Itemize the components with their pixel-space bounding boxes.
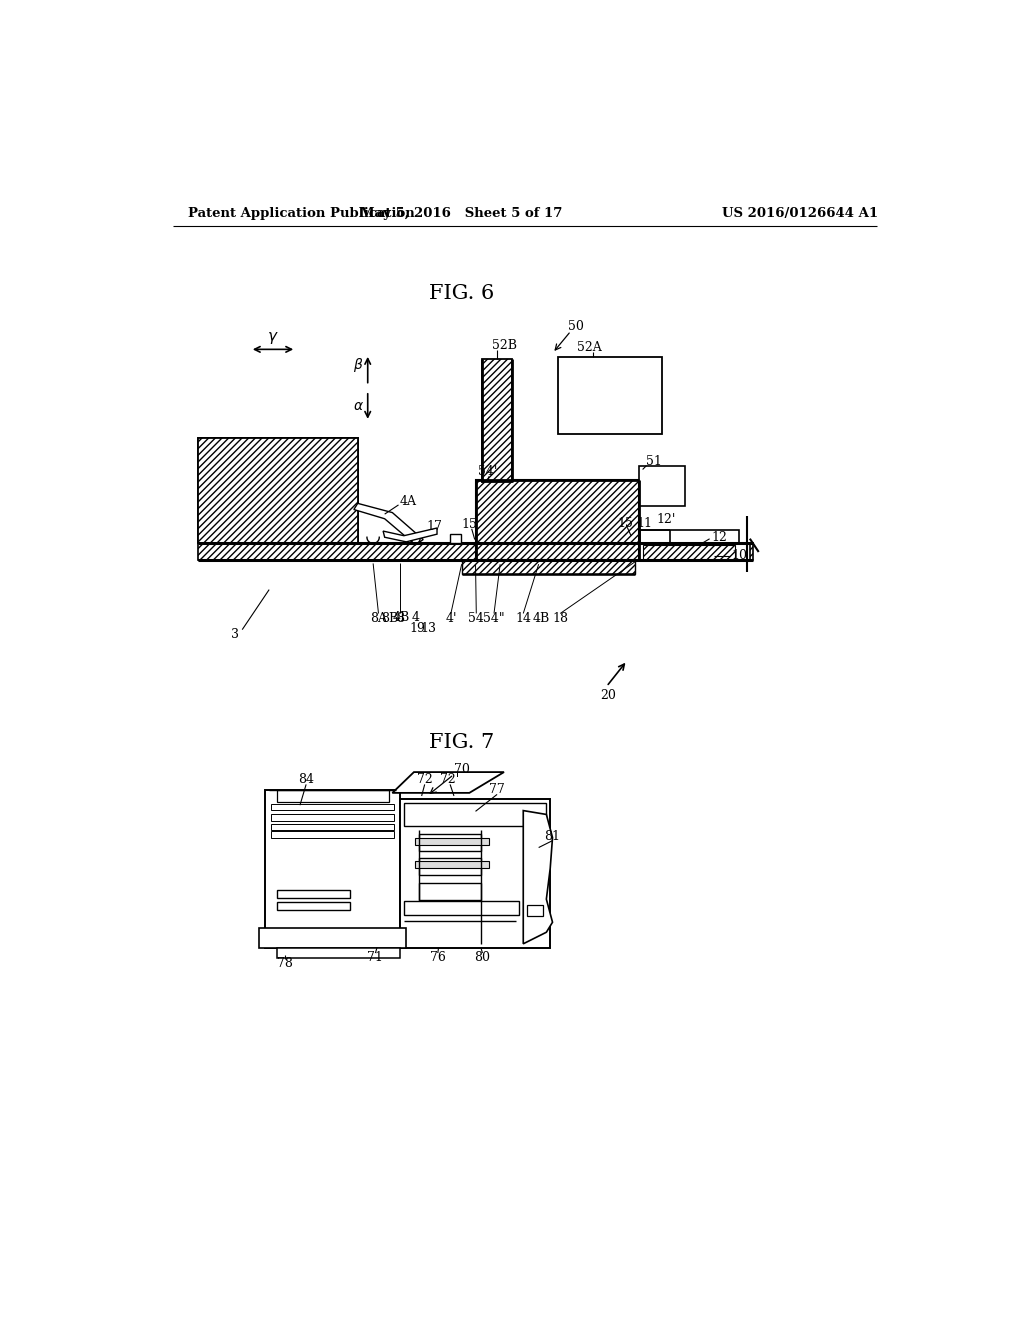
Text: 78: 78 xyxy=(276,957,293,970)
Text: 72: 72 xyxy=(417,774,432,787)
Text: 50: 50 xyxy=(567,319,584,333)
Text: 4: 4 xyxy=(412,611,420,624)
Text: 4B: 4B xyxy=(393,611,411,624)
Text: 54: 54 xyxy=(468,611,484,624)
Bar xyxy=(639,529,739,544)
Bar xyxy=(416,861,488,869)
Text: 3: 3 xyxy=(230,628,239,640)
Text: 17: 17 xyxy=(427,520,442,533)
Bar xyxy=(276,789,388,803)
Bar xyxy=(271,824,394,830)
Text: May 5, 2016   Sheet 5 of 17: May 5, 2016 Sheet 5 of 17 xyxy=(360,207,563,220)
Polygon shape xyxy=(392,772,504,793)
Bar xyxy=(400,799,550,948)
Text: 51: 51 xyxy=(646,455,663,469)
Text: 19: 19 xyxy=(409,622,425,635)
Text: 4B: 4B xyxy=(532,611,550,624)
Bar xyxy=(462,560,635,574)
Bar xyxy=(276,903,350,909)
Text: 13: 13 xyxy=(421,622,436,635)
Bar xyxy=(639,466,685,507)
Bar xyxy=(276,948,400,958)
Bar xyxy=(527,906,543,916)
Bar xyxy=(271,804,394,809)
Text: 12': 12' xyxy=(656,513,676,527)
Text: 15: 15 xyxy=(617,517,633,529)
Polygon shape xyxy=(523,810,553,944)
Polygon shape xyxy=(383,528,437,543)
Text: 18: 18 xyxy=(552,611,568,624)
Text: Patent Application Publication: Patent Application Publication xyxy=(188,207,415,220)
Text: 11: 11 xyxy=(637,517,653,529)
Bar xyxy=(271,832,394,838)
Polygon shape xyxy=(199,438,357,544)
Bar xyxy=(403,902,519,915)
Text: 15: 15 xyxy=(462,519,477,532)
Bar xyxy=(643,545,735,558)
Polygon shape xyxy=(354,503,423,545)
Text: 54": 54" xyxy=(483,611,505,624)
Text: $\gamma$: $\gamma$ xyxy=(267,330,279,346)
Text: 4': 4' xyxy=(445,611,457,624)
Bar xyxy=(419,858,481,875)
Text: $\alpha$: $\alpha$ xyxy=(353,400,364,413)
Text: 14: 14 xyxy=(515,611,531,624)
Text: 10: 10 xyxy=(731,549,748,562)
Text: 52A: 52A xyxy=(578,341,602,354)
Bar xyxy=(199,438,357,544)
Bar xyxy=(416,837,488,845)
Bar xyxy=(199,544,753,561)
Text: 77: 77 xyxy=(489,783,505,796)
Bar xyxy=(419,883,481,900)
Text: 12: 12 xyxy=(711,531,727,544)
Text: 8A: 8A xyxy=(370,611,387,624)
Bar xyxy=(558,358,662,434)
Text: 72': 72' xyxy=(440,774,460,787)
Text: 70: 70 xyxy=(454,763,470,776)
Bar xyxy=(451,535,461,544)
Text: 4A: 4A xyxy=(400,495,417,508)
Text: 80: 80 xyxy=(474,952,490,964)
Text: $\beta$: $\beta$ xyxy=(353,356,364,374)
Text: 8B: 8B xyxy=(381,611,398,624)
Bar xyxy=(419,834,481,850)
Text: US 2016/0126644 A1: US 2016/0126644 A1 xyxy=(722,207,879,220)
Text: 84: 84 xyxy=(298,774,314,787)
Bar xyxy=(199,544,357,561)
Text: FIG. 6: FIG. 6 xyxy=(429,284,495,302)
Text: 76: 76 xyxy=(430,952,445,964)
Bar xyxy=(639,544,751,561)
Bar xyxy=(403,803,547,826)
Bar xyxy=(259,928,407,948)
Text: 54': 54' xyxy=(478,465,498,478)
Text: 52B: 52B xyxy=(492,339,516,352)
Text: 71: 71 xyxy=(368,952,383,964)
Text: FIG. 7: FIG. 7 xyxy=(429,733,495,751)
Bar xyxy=(475,480,639,560)
Bar xyxy=(271,814,394,821)
Text: 81: 81 xyxy=(545,829,560,842)
Bar xyxy=(481,359,512,482)
Text: 8: 8 xyxy=(396,611,404,624)
Bar xyxy=(276,890,350,898)
Text: 20: 20 xyxy=(600,689,615,702)
Bar xyxy=(265,789,400,948)
